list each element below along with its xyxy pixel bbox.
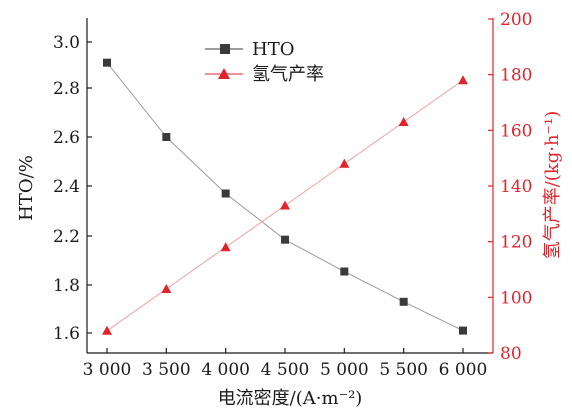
x-axis-title: 电流密度/(A·m⁻²) xyxy=(218,388,363,409)
hto-point xyxy=(162,133,171,141)
x-tick-label: 4 000 xyxy=(201,360,250,380)
y-right-tick-label: 140 xyxy=(500,177,532,197)
hto-point xyxy=(281,235,289,244)
y-right-tick-label: 100 xyxy=(500,288,532,308)
y-left-tick-label: 2.6 xyxy=(53,128,80,148)
series-hto xyxy=(103,58,467,335)
hydrogen-rate-point xyxy=(280,200,290,210)
x-tick-label: 3 500 xyxy=(142,360,191,380)
hydrogen-rate-point xyxy=(339,158,350,168)
legend-hto-marker xyxy=(220,44,230,54)
y-left-tick-label: 1.6 xyxy=(53,324,80,344)
y-right-tick-label: 180 xyxy=(500,66,532,86)
x-tick-label: 3 000 xyxy=(83,360,132,380)
hydrogen-rate-point xyxy=(161,283,172,293)
hto-point xyxy=(103,58,111,67)
y-left-tick-label: 2.8 xyxy=(53,79,80,99)
y-left-tick-label: 2.4 xyxy=(53,177,80,197)
hydrogen-rate-point xyxy=(458,75,468,85)
legend-hto-label: HTO xyxy=(252,39,294,60)
x-tick-label: 5 000 xyxy=(320,360,369,380)
y-right-tick-label: 160 xyxy=(500,121,532,141)
y-left-tick-label: 3.0 xyxy=(53,33,80,53)
x-tick-label: 5 500 xyxy=(379,360,428,380)
hydrogen-rate-point xyxy=(220,242,231,252)
y-right-tick-label: 120 xyxy=(500,233,532,253)
y-right-axis-title: 氢气产率/(kg·h⁻¹) xyxy=(542,111,563,260)
x-tick-label: 4 500 xyxy=(261,360,310,380)
y-right-tick-label: 80 xyxy=(500,344,522,364)
x-tick-label: 6 000 xyxy=(439,360,488,380)
hydrogen-rate-point xyxy=(398,116,409,126)
y-left-tick-label: 2.2 xyxy=(53,227,80,247)
legend-h2-label: 氢气产率 xyxy=(252,64,324,85)
y-right-tick-label: 200 xyxy=(500,10,532,30)
hto-point xyxy=(221,189,230,198)
legend: HTO 氢气产率 xyxy=(205,39,324,85)
right-ticks: 200 180 160 140 120 100 80 xyxy=(488,10,532,364)
bottom-ticks: 3 000 3 500 4 000 4 500 5 000 5 500 6 000 xyxy=(83,348,488,380)
hto-point xyxy=(399,297,408,306)
legend-h2-marker xyxy=(218,68,230,79)
hto-point xyxy=(340,267,349,276)
left-ticks: 3.0 2.8 2.6 2.4 2.2 1.8 1.6 xyxy=(53,33,92,344)
y-left-axis-title: HTO/% xyxy=(16,155,37,221)
hto-point xyxy=(459,326,467,335)
hydrogen-rate-point xyxy=(102,325,112,335)
hto-line xyxy=(106,62,464,332)
y-left-tick-label: 1.8 xyxy=(53,276,80,296)
series-hydrogen-rate xyxy=(102,75,468,335)
